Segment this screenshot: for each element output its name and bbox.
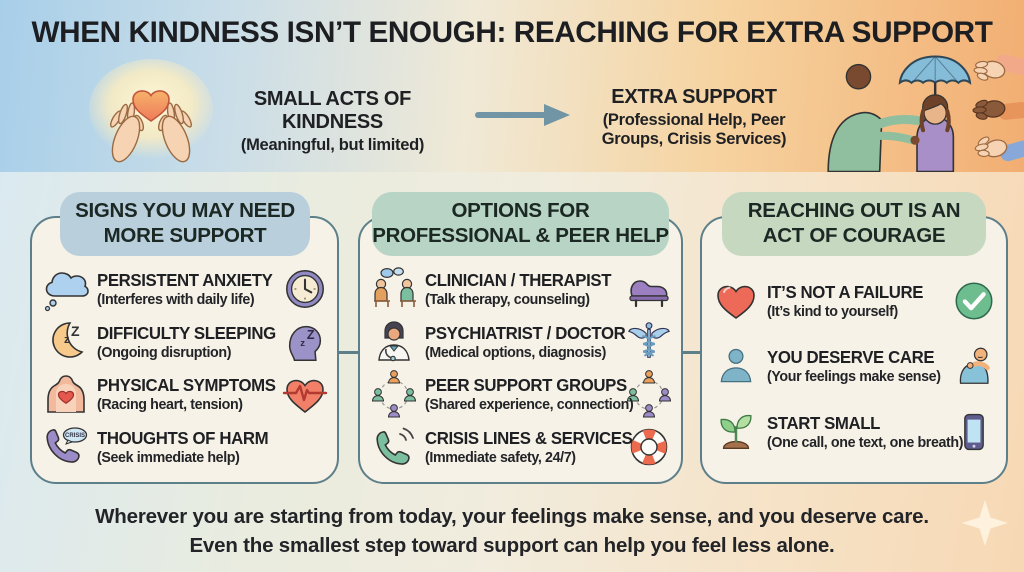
list-item: z Z DIFFICULTY SLEEPING (Ongoing disrupt… xyxy=(42,317,329,367)
thought-cloud-icon xyxy=(44,272,89,312)
svg-text:CRISIS: CRISIS xyxy=(65,433,85,439)
person-icon xyxy=(720,348,752,383)
moon-zzz-icon: z Z xyxy=(52,321,84,358)
card-options: CLINICIAN / THERAPIST (Talk therapy, cou… xyxy=(358,216,683,484)
list-item: PHYSICAL SYMPTOMS (Racing heart, tension… xyxy=(42,369,329,419)
heart-icon xyxy=(717,285,755,319)
svg-text:z: z xyxy=(300,337,305,348)
peer-group-icon xyxy=(627,370,671,418)
card-connector xyxy=(681,351,702,354)
phone-call-icon xyxy=(376,427,414,465)
caduceus-icon xyxy=(628,321,670,358)
sleeping-head-icon: z Z xyxy=(288,325,322,361)
check-circle-icon xyxy=(955,282,993,319)
small-acts-title: SMALL ACTS OF KINDNESS xyxy=(253,88,412,133)
extra-support-label: EXTRA SUPPORT (Professional Help, Peer G… xyxy=(588,86,800,149)
svg-text:Z: Z xyxy=(307,328,315,342)
footer-line1: Wherever you are starting from today, yo… xyxy=(95,505,929,528)
talk-therapy-icon xyxy=(374,267,416,307)
list-item: CRISIS THOUGHTS OF HARM (Seek immediate … xyxy=(42,422,329,472)
svg-text:Z: Z xyxy=(71,323,80,339)
header-banner: WHEN KINDNESS ISN’T ENOUGH: REACHING FOR… xyxy=(0,0,1024,172)
list-item: CLINICIAN / THERAPIST (Talk therapy, cou… xyxy=(370,264,673,314)
card-title-courage: REACHING OUT IS AN ACT OF COURAGE xyxy=(722,192,986,256)
reaching-hand-icon xyxy=(973,54,1024,81)
hug-icon xyxy=(959,347,990,384)
torso-heart-icon xyxy=(47,375,85,414)
card-signs: PERSISTENT ANXIETY (Interferes with dail… xyxy=(30,216,339,484)
list-item: YOU DESERVE CARE (Your feelings make sen… xyxy=(712,341,998,391)
list-item: PERSISTENT ANXIETY (Interferes with dail… xyxy=(42,264,329,314)
umbrella-shelter-illustration xyxy=(827,54,1024,172)
list-item: CRISIS LINES & SERVICES (Immediate safet… xyxy=(370,422,673,472)
list-item: PEER SUPPORT GROUPS (Shared experience, … xyxy=(370,369,673,419)
couch-icon xyxy=(629,280,669,308)
list-item: PSYCHIATRIST / DOCTOR (Medical options, … xyxy=(370,317,673,367)
small-acts-label: SMALL ACTS OF KINDNESS (Meaningful, but … xyxy=(205,88,460,155)
small-acts-subtitle: (Meaningful, but limited) xyxy=(240,136,425,154)
card-title-options: OPTIONS FOR PROFESSIONAL & PEER HELP xyxy=(372,192,669,256)
seedling-icon xyxy=(720,414,752,449)
card-connector xyxy=(337,351,360,354)
footer-message: Wherever you are starting from today, yo… xyxy=(0,502,1024,560)
heartbeat-icon xyxy=(282,380,328,414)
footer-line2: Even the smallest step toward support ca… xyxy=(189,534,835,558)
card-title-signs: SIGNS YOU MAY NEED MORE SUPPORT xyxy=(60,192,310,256)
extra-support-subtitle: (Professional Help, Peer Groups, Crisis … xyxy=(601,111,787,148)
extra-support-title: EXTRA SUPPORT xyxy=(611,86,777,108)
peer-group-icon xyxy=(372,370,416,418)
reaching-hand-icon xyxy=(974,136,1024,162)
smartphone-icon xyxy=(964,413,984,450)
list-item: IT’S NOT A FAILURE (It’s kind to yoursel… xyxy=(712,276,998,326)
lifebuoy-icon xyxy=(630,428,668,466)
doctor-icon xyxy=(378,321,410,361)
svg-text:z: z xyxy=(64,334,70,346)
crisis-phone-icon: CRISIS xyxy=(46,427,88,463)
page-title: WHEN KINDNESS ISN’T ENOUGH: REACHING FOR… xyxy=(31,16,993,49)
reaching-hand-icon xyxy=(972,99,1024,120)
right-arrow-icon xyxy=(475,104,570,126)
clock-icon xyxy=(286,270,324,308)
hands-holding-heart-icon xyxy=(89,59,213,163)
card-courage: IT’S NOT A FAILURE (It’s kind to yoursel… xyxy=(700,216,1008,484)
list-item: START SMALL (One call, one text, one bre… xyxy=(712,407,998,457)
